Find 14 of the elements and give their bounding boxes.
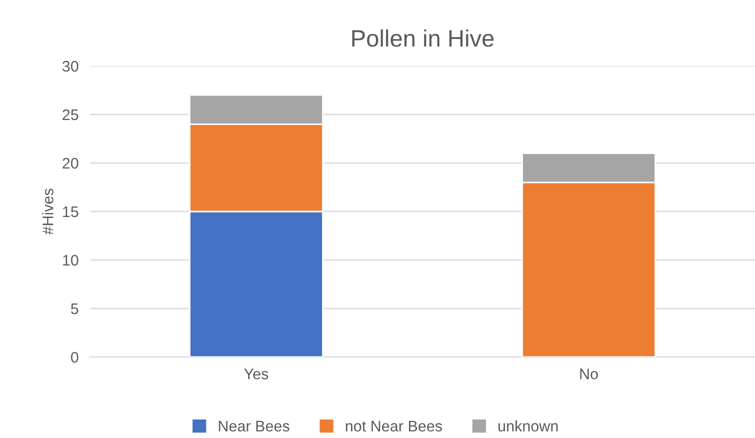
chart-title: Pollen in Hive bbox=[352, 29, 494, 47]
y-tick-label: 5 bbox=[71, 304, 78, 314]
y-axis-title: #Hives bbox=[42, 188, 54, 235]
y-tick-label: 30 bbox=[62, 60, 78, 72]
y-tick-label: 15 bbox=[63, 206, 78, 218]
y-tick-label: 20 bbox=[62, 158, 78, 169]
legend-label: Near Bees bbox=[218, 420, 290, 432]
y-tick-label: 25 bbox=[62, 109, 78, 120]
legend-label: not Near Bees bbox=[346, 420, 442, 432]
x-tick-label: No bbox=[580, 368, 598, 380]
x-tick-label: Yes bbox=[244, 368, 268, 380]
legend-label: unknown bbox=[498, 420, 558, 432]
y-tick-label: 0 bbox=[70, 352, 78, 363]
y-tick-label: 10 bbox=[63, 254, 78, 266]
